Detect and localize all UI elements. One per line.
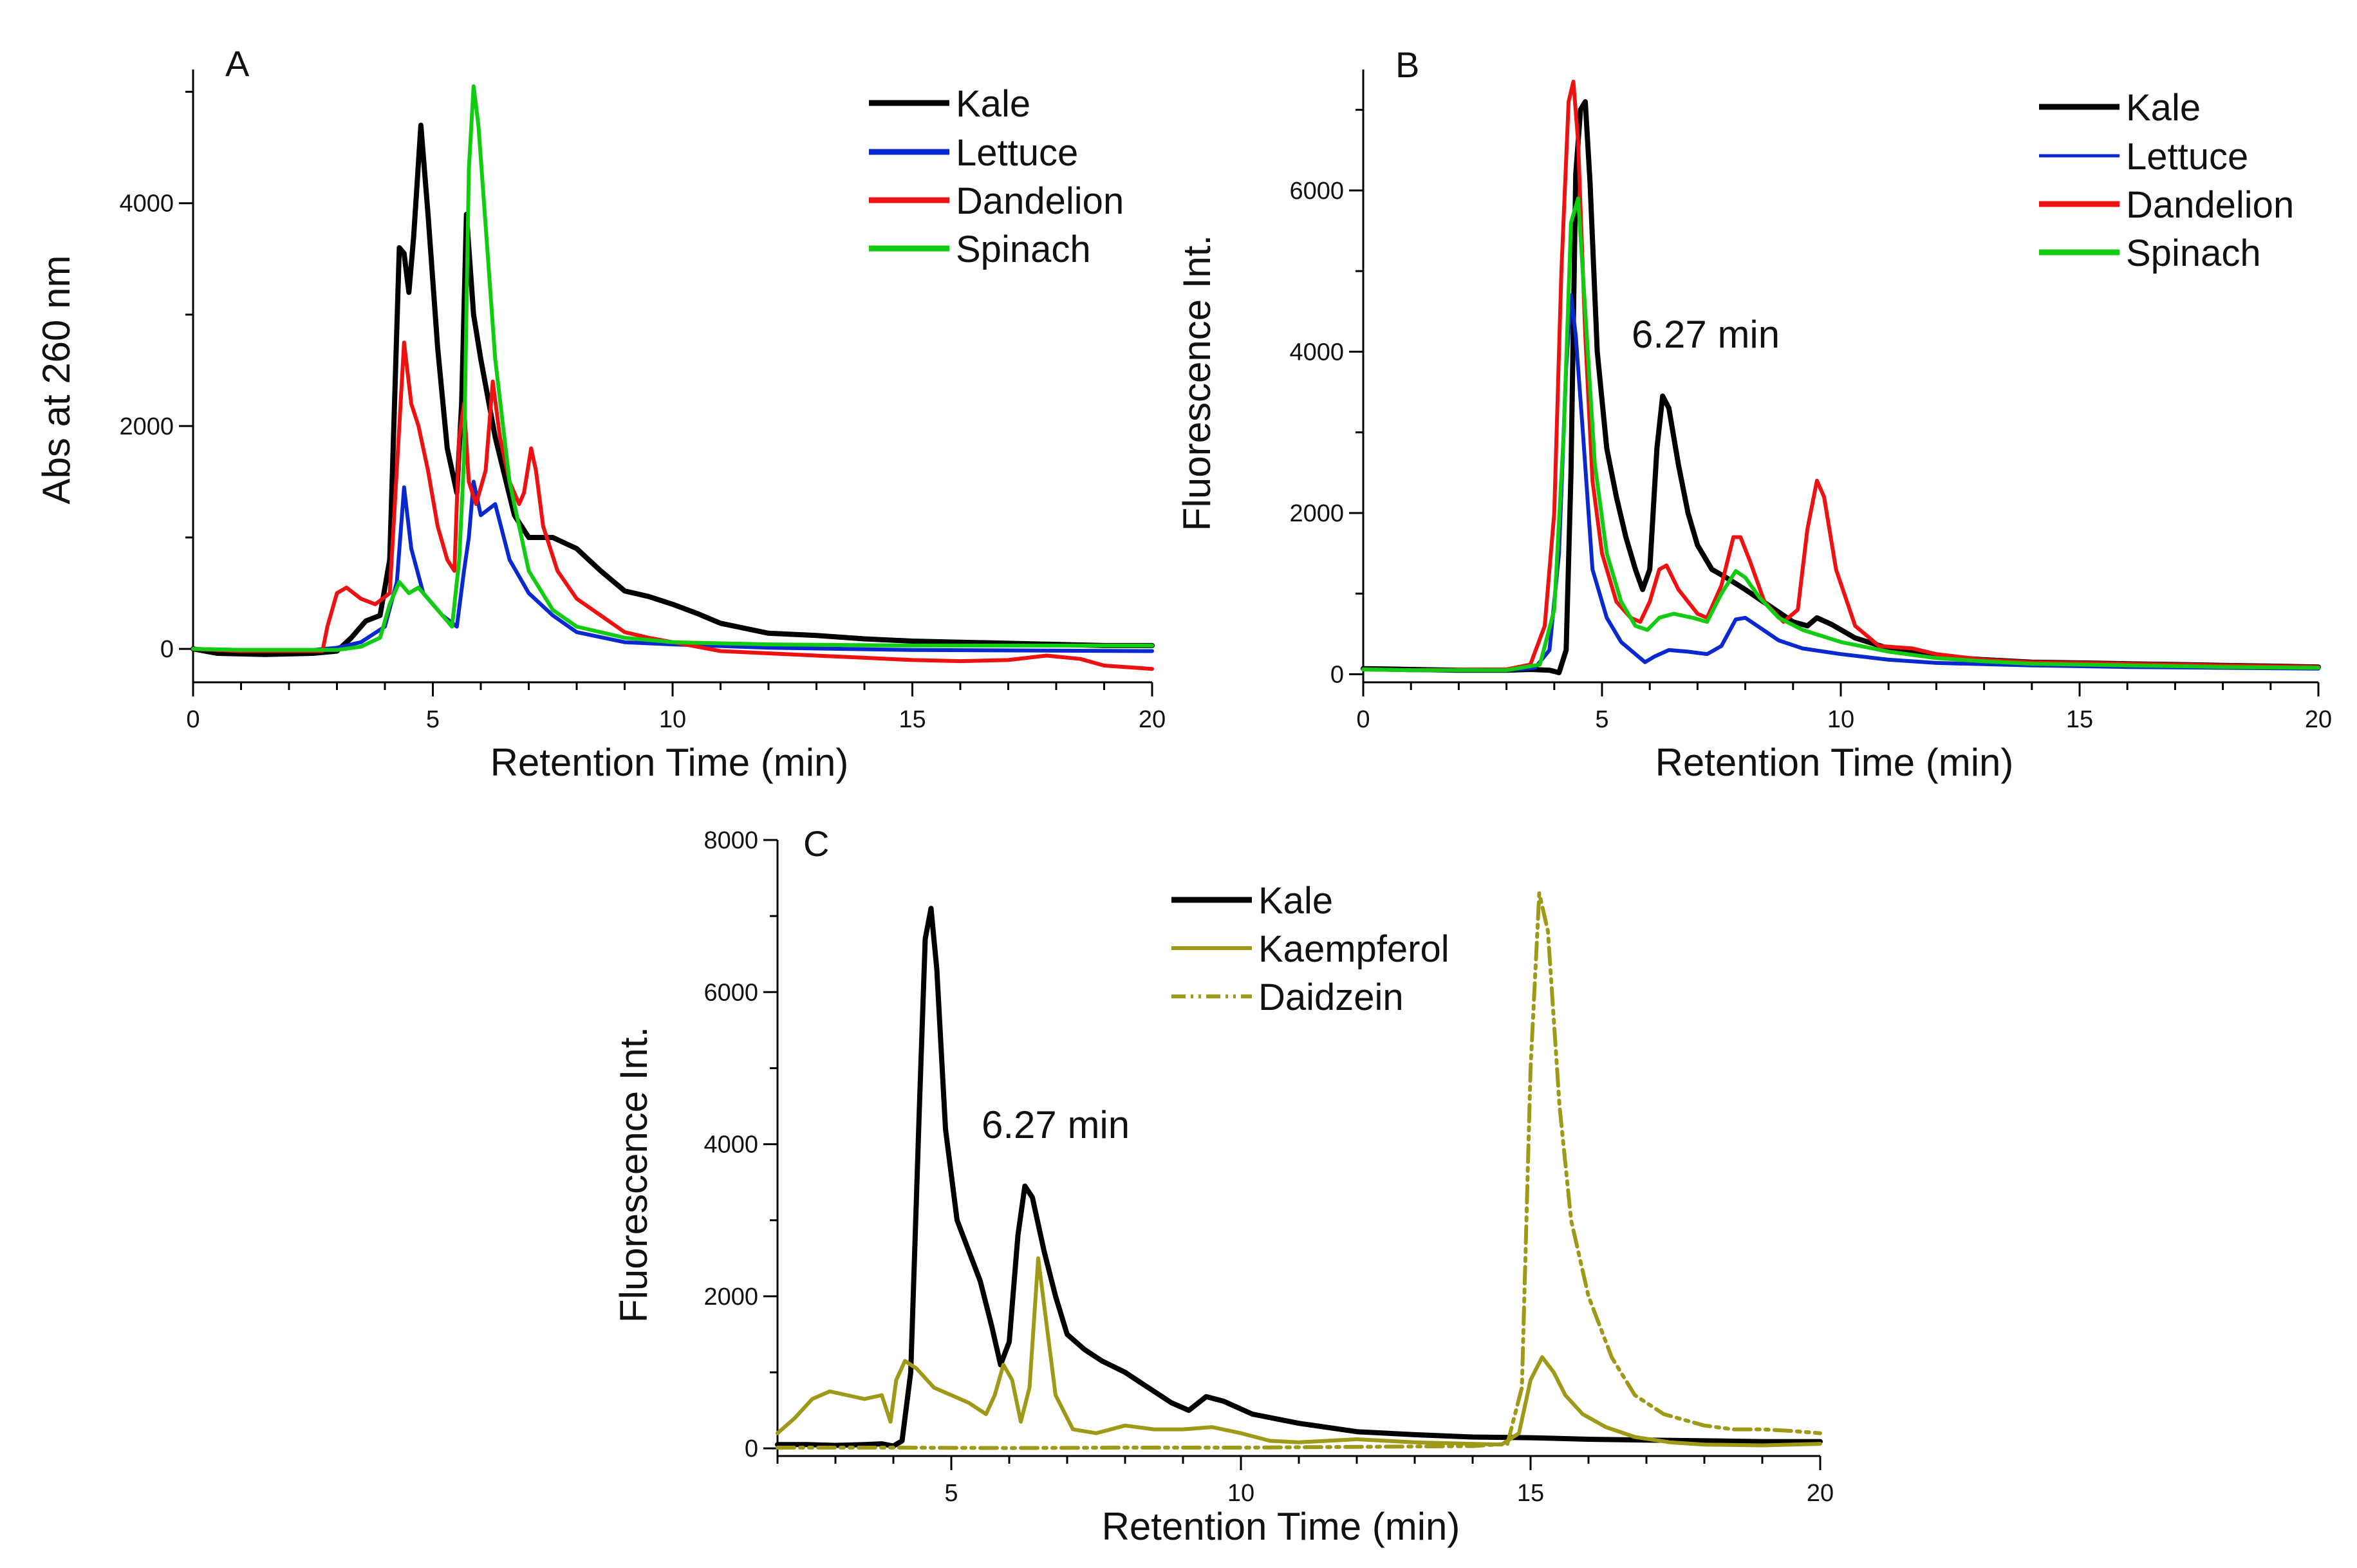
legend-label-kaempferol: Kaempferol bbox=[1258, 928, 1449, 970]
y-axis-title: Abs at 260 nm bbox=[35, 256, 78, 505]
x-tick-label: 0 bbox=[186, 706, 200, 733]
y-tick-label: 4000 bbox=[1289, 339, 1344, 366]
x-axis-title: Retention Time (min) bbox=[1102, 1505, 1460, 1548]
x-tick-label: 20 bbox=[1807, 1480, 1834, 1507]
x-tick-label: 5 bbox=[426, 706, 440, 733]
series-line-lettuce bbox=[1361, 293, 2320, 673]
legend-label-dandelion: Dandelion bbox=[2126, 184, 2294, 226]
x-tick-label: 15 bbox=[899, 706, 926, 733]
panel-b: B 0 5 10 15 20 0 2000 4000 6000 Retention Time (… bbox=[1175, 44, 2332, 784]
series-group bbox=[775, 891, 1823, 1450]
y-tick-label: 4000 bbox=[703, 1132, 758, 1159]
y-tick-label: 2000 bbox=[1289, 500, 1344, 527]
y-tick-label: 6000 bbox=[703, 979, 758, 1006]
y-tick-label: 8000 bbox=[703, 827, 758, 854]
series-line-daidzein bbox=[776, 891, 1822, 1450]
legend-label-kale: Kale bbox=[2126, 87, 2201, 129]
legend-label-dandelion: Dandelion bbox=[956, 180, 1124, 222]
legend-label-spinach: Spinach bbox=[956, 229, 1091, 270]
series-line-lettuce bbox=[191, 480, 1154, 653]
legend-label-kale: Kale bbox=[956, 83, 1030, 125]
series-line-kale bbox=[191, 122, 1155, 657]
x-tick-label: 0 bbox=[1356, 706, 1370, 733]
y-tick-label: 0 bbox=[1330, 661, 1344, 688]
panel-label: A bbox=[225, 43, 250, 84]
series-line-spinach bbox=[1361, 196, 2320, 673]
legend-label-lettuce: Lettuce bbox=[2126, 136, 2248, 178]
x-axis-title: Retention Time (min) bbox=[1655, 741, 2014, 784]
legend: Kale Lettuce Dandelion Spinach bbox=[2039, 87, 2294, 274]
x-tick-label: 15 bbox=[1517, 1480, 1544, 1507]
x-axis-title: Retention Time (min) bbox=[490, 741, 849, 784]
legend-label-daidzein: Daidzein bbox=[1258, 976, 1404, 1018]
legend: Kale Kaempferol Daidzein bbox=[1171, 880, 1449, 1018]
x-tick-label: 20 bbox=[2305, 706, 2332, 733]
series-group bbox=[191, 84, 1155, 671]
y-tick-label: 0 bbox=[160, 636, 174, 663]
series-line-kale bbox=[775, 906, 1823, 1449]
y-axis-title: Fluorescence Int. bbox=[612, 1027, 655, 1323]
series-line-dandelion bbox=[1361, 79, 2320, 673]
x-tick-label: 10 bbox=[659, 706, 686, 733]
y-tick-label: 2000 bbox=[703, 1283, 758, 1311]
legend-label-lettuce: Lettuce bbox=[956, 132, 1078, 174]
x-tick-label: 5 bbox=[944, 1480, 958, 1507]
series-line-dandelion bbox=[191, 341, 1154, 671]
series-line-kaempferol bbox=[776, 1256, 1822, 1448]
y-axis-title: Fluorescence Int. bbox=[1175, 235, 1218, 531]
y-tick-label: 2000 bbox=[119, 413, 174, 440]
legend-label-kale: Kale bbox=[1258, 880, 1333, 922]
legend: Kale Lettuce Dandelion Spinach bbox=[869, 83, 1124, 270]
panel-c: C 5 10 15 20 0 2000 4000 6000 8000 Retention Tim… bbox=[612, 823, 1834, 1548]
x-tick-label: 20 bbox=[1139, 706, 1166, 733]
legend-label-spinach: Spinach bbox=[2126, 232, 2261, 274]
panel-a: A 0 5 10 15 20 0 2000 4000 Retention Time (min)… bbox=[35, 43, 1166, 784]
series-line-spinach bbox=[191, 84, 1154, 652]
peak-annotation: 6.27 min bbox=[982, 1103, 1130, 1146]
x-tick-label: 5 bbox=[1595, 706, 1608, 733]
series-group bbox=[1361, 79, 2321, 675]
y-tick-label: 4000 bbox=[119, 191, 174, 218]
panel-label: B bbox=[1395, 44, 1419, 85]
x-tick-label: 10 bbox=[1227, 1480, 1254, 1507]
y-tick-label: 6000 bbox=[1289, 178, 1344, 205]
x-tick-label: 10 bbox=[1827, 706, 1854, 733]
panel-label: C bbox=[803, 823, 829, 864]
peak-annotation: 6.27 min bbox=[1632, 313, 1780, 356]
x-tick-label: 15 bbox=[2066, 706, 2093, 733]
y-tick-label: 0 bbox=[745, 1435, 758, 1462]
